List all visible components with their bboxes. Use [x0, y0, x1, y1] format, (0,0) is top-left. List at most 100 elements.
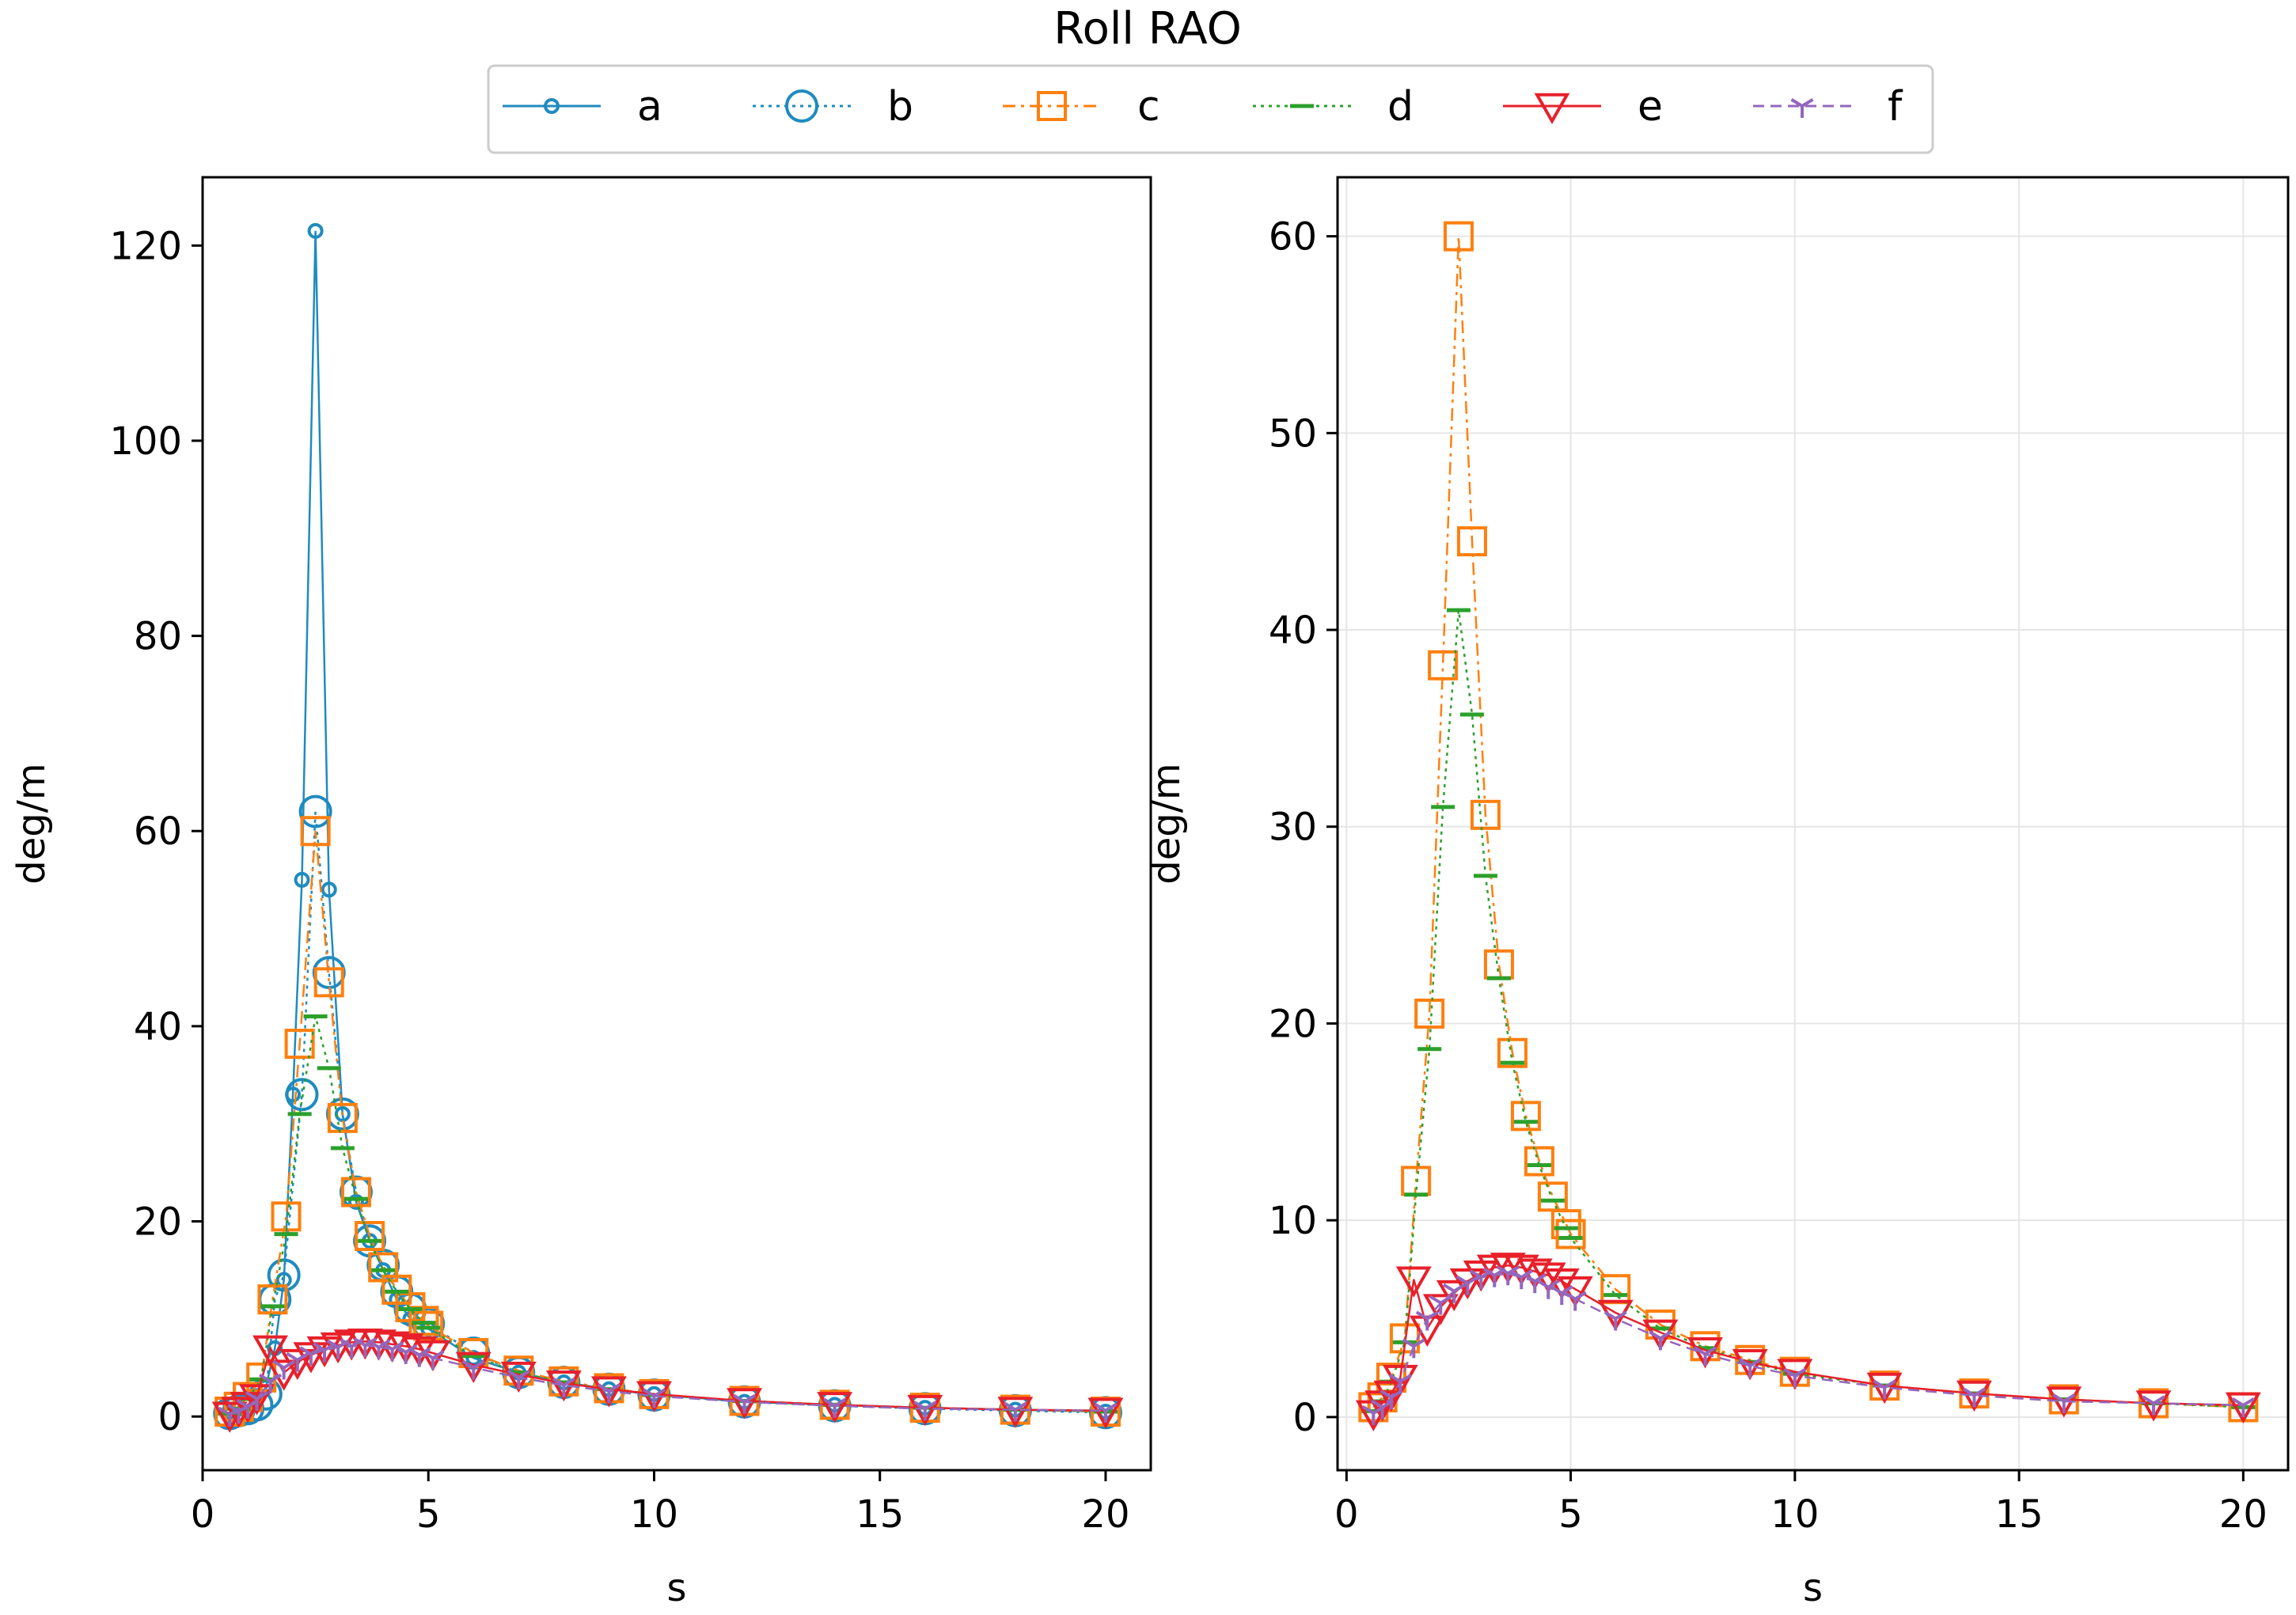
data-point-e	[1436, 1279, 1472, 1312]
data-point-e	[545, 1370, 582, 1402]
series-line-c	[229, 831, 1106, 1413]
data-point-f	[2052, 1393, 2076, 1413]
data-point-f	[823, 1397, 847, 1418]
y-axis-label: deg/m	[9, 763, 54, 884]
data-point-b	[298, 794, 332, 828]
data-point-e	[1449, 1268, 1486, 1300]
legend-entry-b: b	[753, 83, 913, 131]
data-point-c	[1524, 1146, 1554, 1177]
x-tick-label: 0	[191, 1492, 215, 1537]
legend-entry-f: f	[1753, 83, 1903, 131]
y-tick-label: 10	[1269, 1199, 1317, 1243]
data-point-e	[239, 1384, 275, 1416]
y-tick-label: 50	[1269, 411, 1317, 456]
legend-label: d	[1387, 83, 1414, 131]
data-point-c	[340, 1177, 371, 1207]
data-point-f	[1004, 1401, 1027, 1422]
data-point-f	[1415, 1310, 1439, 1331]
data-point-e	[1395, 1266, 1432, 1298]
grid	[1338, 177, 2288, 1470]
legend-label: a	[637, 83, 662, 131]
series-line-f	[1372, 1272, 2244, 1414]
data-point-f	[1509, 1269, 1533, 1290]
series-c	[1358, 221, 2259, 1423]
data-point-f	[286, 1352, 309, 1372]
data-point-f	[1783, 1367, 1807, 1388]
data-point-c	[1497, 1037, 1528, 1068]
x-axis-label: s	[1803, 1566, 1823, 1610]
right-chart-panel: 0 5 10 15 20 0 10 20 30 40 50 60 s deg/m	[1144, 176, 2290, 1610]
series-line-a	[229, 230, 1106, 1413]
data-point-f	[1738, 1358, 1762, 1378]
left-chart-panel: 0 5 10 15 20 0 20 40 60 80 100 120 s deg/m	[9, 176, 1152, 1610]
data-point-e	[997, 1397, 1034, 1428]
data-point-c	[1510, 1101, 1541, 1132]
data-point-c	[1456, 526, 1487, 557]
data-point-c	[257, 1284, 288, 1315]
series-f	[1361, 1265, 2255, 1425]
data-point-f	[218, 1406, 241, 1427]
y-tick-label: 80	[134, 615, 182, 659]
data-point-f	[245, 1391, 268, 1411]
y-tick-label: 0	[1292, 1396, 1317, 1440]
data-point-f	[259, 1373, 283, 1393]
axes-frame	[1336, 176, 2290, 1472]
x-tick-label: 15	[856, 1492, 904, 1537]
data-point-e	[1422, 1294, 1459, 1325]
data-point-f	[1496, 1265, 1520, 1286]
y-tick-label: 0	[157, 1395, 182, 1439]
x-tick-label: 20	[2219, 1492, 2268, 1537]
y-tick-label: 60	[134, 809, 182, 854]
data-point-e	[1373, 1380, 1410, 1412]
legend: a b c d e f	[487, 64, 1934, 154]
data-point-f	[1523, 1273, 1546, 1294]
data-point-e	[1777, 1359, 1813, 1390]
data-point-c	[1483, 949, 1514, 980]
y-tick-label: 20	[1269, 1002, 1317, 1046]
data-point-f	[597, 1383, 620, 1404]
x-tick-label: 15	[1995, 1492, 2044, 1537]
data-point-e	[252, 1335, 289, 1367]
x-tick-label: 10	[1770, 1492, 1819, 1537]
data-point-f	[552, 1377, 575, 1397]
data-point-f	[1693, 1346, 1717, 1367]
legend-marker	[1790, 98, 1814, 118]
data-point-f	[1873, 1379, 1896, 1400]
data-point-f	[1550, 1285, 1573, 1306]
data-point-e	[907, 1394, 943, 1427]
data-point-e	[2135, 1390, 2172, 1422]
legend-entry-d: d	[1253, 83, 1414, 131]
series-line-b	[229, 811, 1106, 1415]
series-f	[218, 1337, 1118, 1427]
data-point-f	[1429, 1295, 1452, 1315]
legend-label: b	[887, 83, 913, 131]
data-point-c	[1537, 1181, 1568, 1212]
data-point-c	[408, 1306, 439, 1336]
y-tick-label: 40	[134, 1005, 182, 1049]
data-point-f	[1442, 1283, 1466, 1303]
data-point-c	[327, 1102, 358, 1133]
data-point-f	[2142, 1395, 2165, 1416]
data-point-f	[913, 1401, 937, 1421]
y-tick-label: 60	[1269, 215, 1317, 260]
series-line-c	[1372, 236, 2244, 1408]
series-line-e	[1372, 1264, 2244, 1414]
legend-marker	[785, 89, 818, 123]
data-point-f	[461, 1359, 485, 1380]
data-point-c	[1470, 799, 1501, 830]
axes-frame	[201, 176, 1152, 1472]
x-axis-label: s	[666, 1566, 686, 1610]
legend-entry-a: a	[503, 83, 662, 131]
data-point-e	[1087, 1397, 1124, 1429]
data-point-f	[272, 1359, 296, 1380]
data-point-f	[2231, 1397, 2255, 1417]
data-point-c	[1428, 650, 1459, 680]
data-point-c	[355, 1221, 385, 1252]
series-line-d	[229, 1016, 1106, 1415]
figure-title: Roll RAO	[1053, 3, 1242, 55]
data-point-e	[817, 1392, 853, 1424]
data-point-f	[1962, 1387, 1986, 1408]
legend-label: c	[1137, 83, 1160, 131]
x-tick-label: 5	[416, 1492, 441, 1537]
